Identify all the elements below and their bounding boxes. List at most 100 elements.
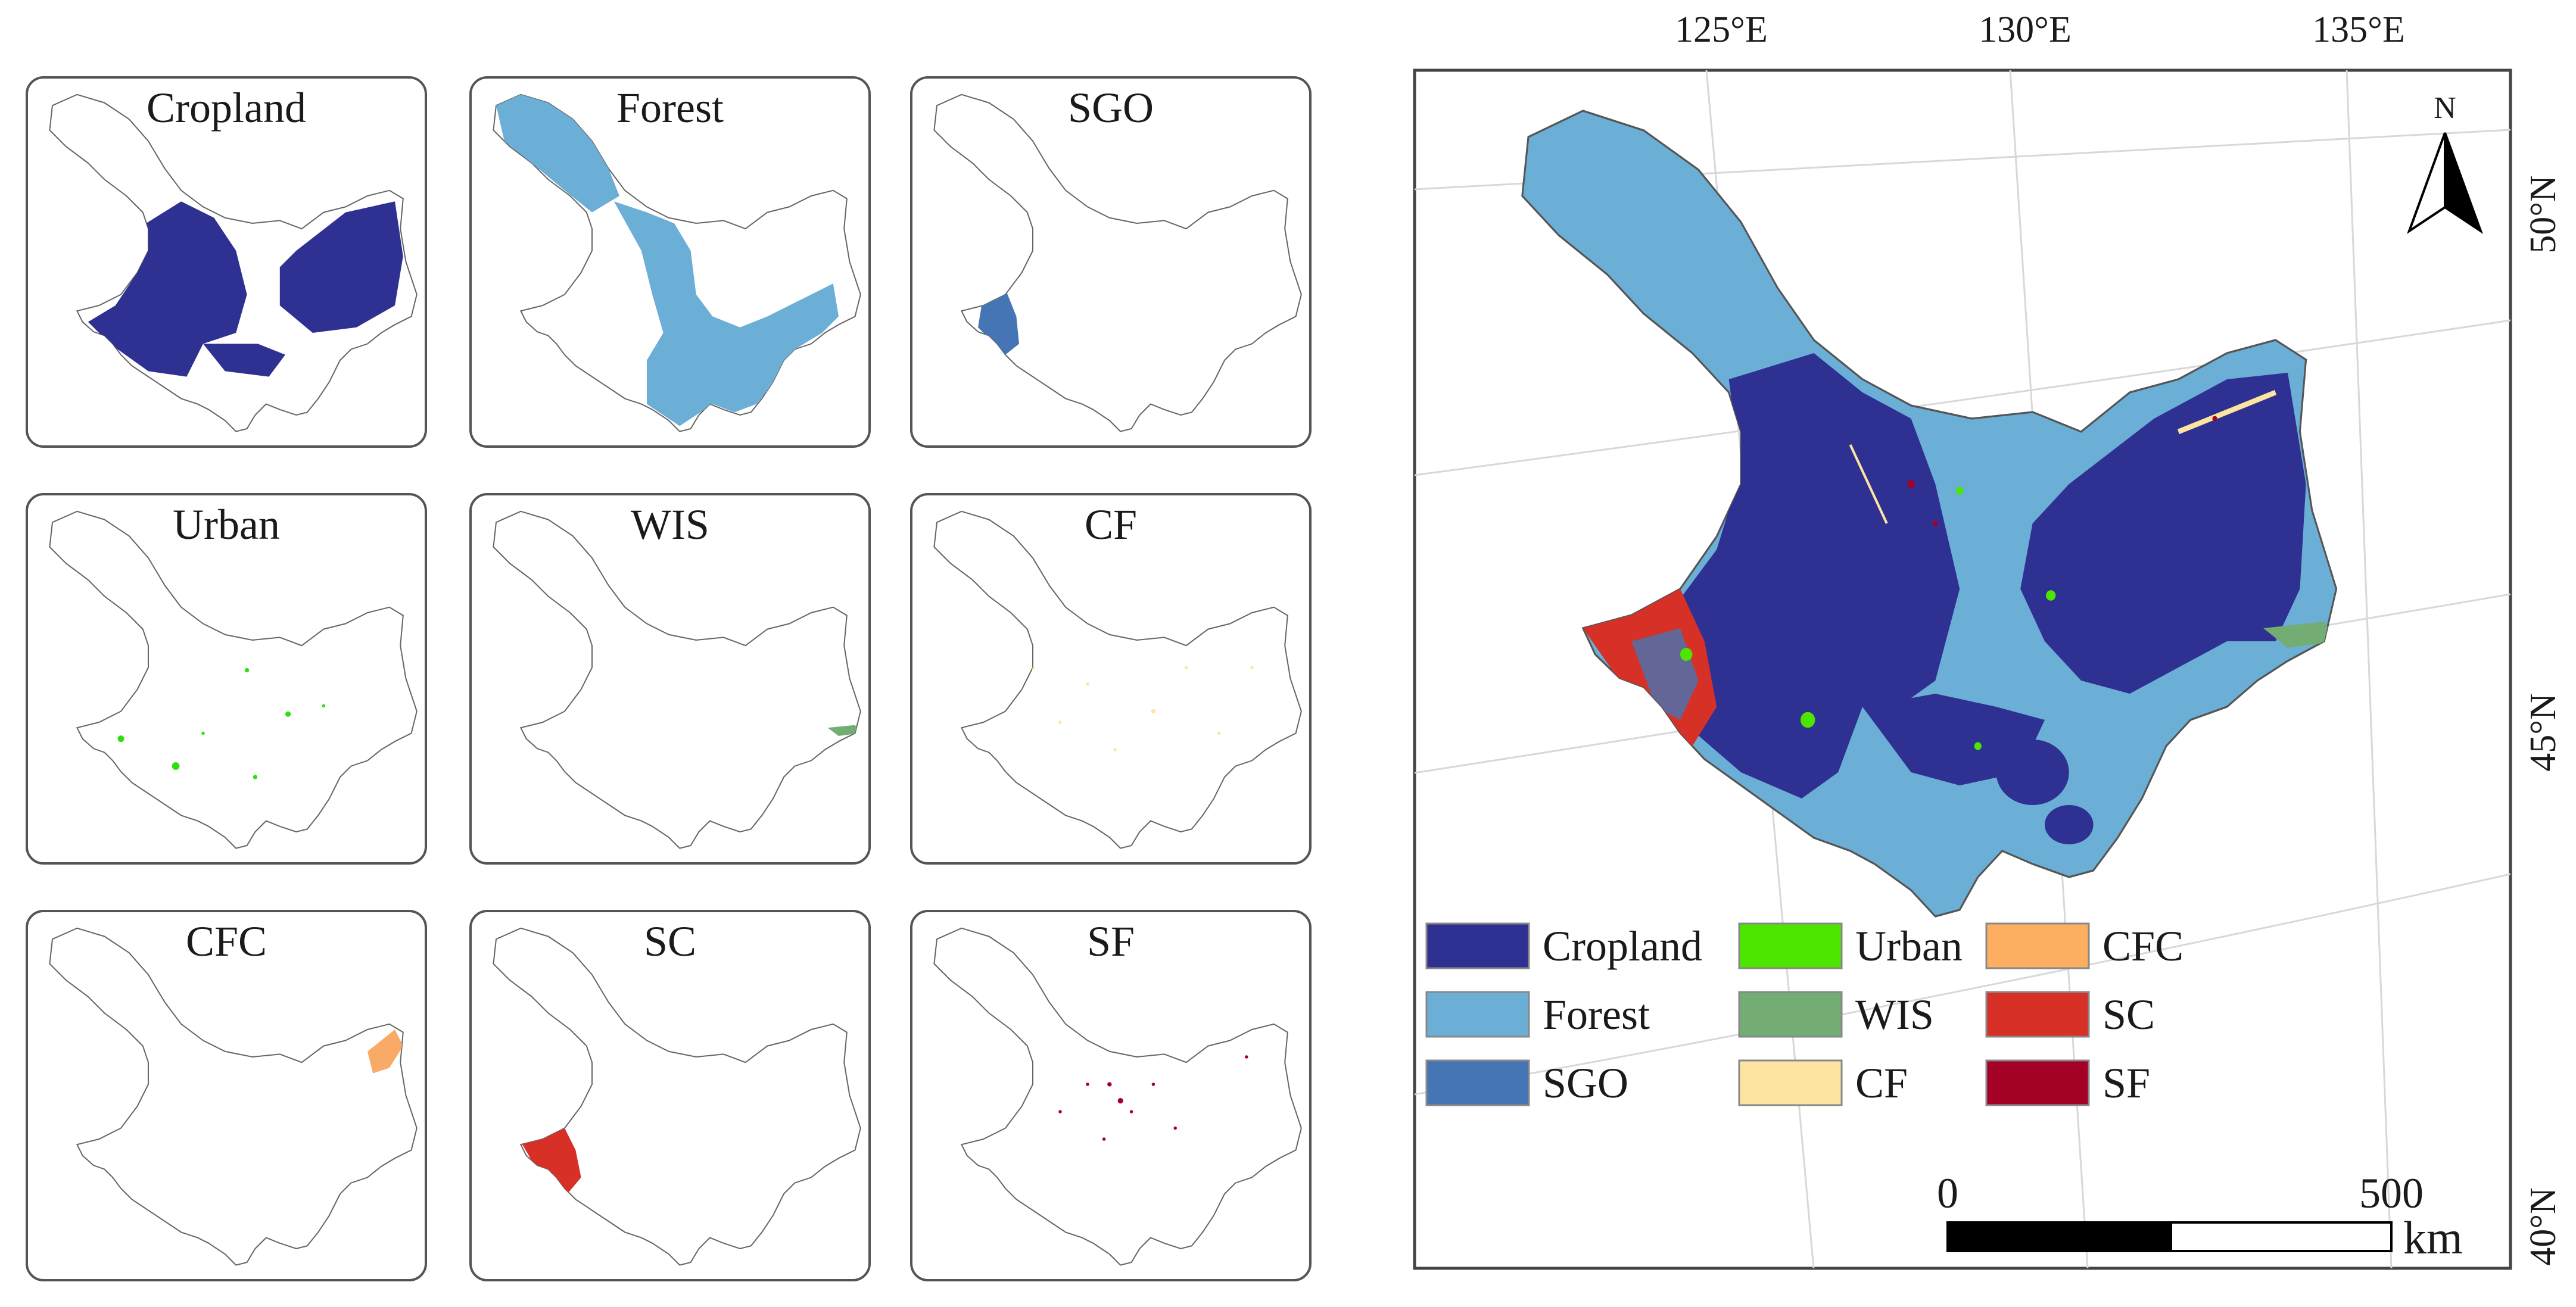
legend-item-sf: SF bbox=[1985, 1059, 2150, 1107]
land-cover-patch bbox=[279, 201, 403, 333]
land-cover-speck bbox=[1086, 682, 1089, 686]
legend-label: Cropland bbox=[1543, 922, 1702, 970]
small-maps-grid: Cropland Forest SGO Urban WIS CF CFC SC SF bbox=[26, 76, 1312, 1281]
land-cover-speck bbox=[172, 762, 180, 771]
land-cover-patch bbox=[978, 289, 1019, 355]
legend-item-wis: WIS bbox=[1738, 991, 1934, 1038]
legend-item-cfc: CFC bbox=[1985, 922, 2183, 970]
small-map-sgo: SGO bbox=[910, 76, 1312, 448]
legend-swatch bbox=[1738, 922, 1843, 969]
small-map-region bbox=[933, 510, 1302, 849]
small-map-forest: Forest bbox=[469, 76, 871, 448]
legend-swatch bbox=[1985, 991, 2090, 1038]
scale-bar: 0 500 km bbox=[1937, 1169, 2463, 1264]
legend-swatch bbox=[1985, 922, 2090, 969]
legend-item-sc: SC bbox=[1985, 991, 2155, 1038]
legend-item-urban: Urban bbox=[1738, 922, 1963, 970]
lat-label-50: 50°N bbox=[2523, 175, 2563, 254]
north-arrow: N bbox=[2407, 91, 2483, 235]
legend-label: SC bbox=[2102, 991, 2155, 1038]
land-cover-patch bbox=[88, 201, 247, 377]
land-cover-speck bbox=[244, 667, 250, 673]
land-cover-speck bbox=[1102, 1137, 1106, 1141]
land-cover-speck bbox=[1217, 731, 1221, 735]
small-map-title: Urban bbox=[173, 501, 280, 548]
legend-label: WIS bbox=[1855, 991, 1934, 1038]
small-map-title: WIS bbox=[631, 501, 709, 548]
small-map-cfc: CFC bbox=[26, 910, 427, 1281]
land-cover-speck bbox=[1113, 748, 1117, 751]
legend-label: Urban bbox=[1855, 922, 1963, 970]
scale-unit-label: km bbox=[2403, 1212, 2463, 1264]
lon-label-125: 125°E bbox=[1675, 10, 1768, 50]
small-map-sf: SF bbox=[910, 910, 1312, 1281]
lon-label-135: 135°E bbox=[2312, 10, 2405, 50]
legend-label: SF bbox=[2102, 1059, 2150, 1107]
land-cover-speck bbox=[1117, 1098, 1123, 1104]
land-cover-speck bbox=[253, 775, 258, 779]
land-cover-speck bbox=[1058, 720, 1062, 724]
legend: Cropland Forest SGO Urban WIS CF CFC SC SF bbox=[1425, 922, 2183, 1107]
land-cover-patch bbox=[203, 344, 285, 377]
land-cover-speck bbox=[1184, 666, 1188, 669]
small-map-title: CF bbox=[1085, 501, 1137, 548]
small-map-title: SGO bbox=[1068, 84, 1154, 132]
legend-label: CF bbox=[1855, 1059, 1908, 1107]
land-cover-speck bbox=[1151, 709, 1156, 714]
legend-swatch bbox=[1425, 922, 1530, 969]
small-map-region bbox=[49, 93, 418, 432]
small-map-region bbox=[493, 510, 861, 849]
legend-item-forest: Forest bbox=[1425, 991, 1650, 1038]
land-cover-speck bbox=[1058, 1110, 1062, 1113]
lat-label-40: 40°N bbox=[2523, 1187, 2563, 1266]
legend-label: Forest bbox=[1543, 991, 1650, 1038]
land-cover-patch bbox=[521, 1128, 581, 1194]
legend-item-cropland: Cropland bbox=[1425, 922, 1702, 970]
legend-item-sgo: SGO bbox=[1425, 1059, 1628, 1107]
land-cover-patch bbox=[827, 725, 859, 736]
legend-label: SGO bbox=[1543, 1059, 1628, 1107]
main-map-region bbox=[1521, 110, 2338, 918]
land-cover-speck bbox=[285, 711, 291, 717]
land-cover-speck bbox=[1086, 1083, 1089, 1086]
land-cover-speck bbox=[117, 735, 124, 743]
small-map-region bbox=[493, 927, 861, 1266]
small-map-title: SC bbox=[644, 918, 696, 965]
small-map-cf: CF bbox=[910, 493, 1312, 865]
small-map-title: Cropland bbox=[147, 84, 306, 132]
small-map-urban: Urban bbox=[26, 493, 427, 865]
land-cover-speck bbox=[1245, 1055, 1248, 1059]
small-map-cropland: Cropland bbox=[26, 76, 427, 448]
small-map-title: SF bbox=[1087, 918, 1135, 965]
legend-swatch bbox=[1738, 1059, 1843, 1106]
land-cover-patch bbox=[496, 94, 619, 213]
small-map-region bbox=[933, 93, 1302, 432]
legend-swatch bbox=[1425, 991, 1530, 1038]
legend-swatch bbox=[1425, 1059, 1530, 1106]
land-cover-speck bbox=[1250, 666, 1254, 669]
scale-end-label: 500 bbox=[2359, 1169, 2424, 1217]
legend-swatch bbox=[1985, 1059, 2090, 1106]
land-cover-patch bbox=[367, 1030, 403, 1074]
land-cover-speck bbox=[1129, 1110, 1133, 1113]
legend-swatch bbox=[1738, 991, 1843, 1038]
small-map-title: CFC bbox=[186, 918, 267, 965]
legend-label: CFC bbox=[2102, 922, 2183, 970]
north-label: N bbox=[2434, 91, 2456, 125]
scale-start-label: 0 bbox=[1937, 1169, 1958, 1217]
lon-label-130: 130°E bbox=[1979, 10, 2072, 50]
legend-item-cf: CF bbox=[1738, 1059, 1908, 1107]
small-map-title: Forest bbox=[616, 84, 724, 132]
land-cover-speck bbox=[1107, 1082, 1112, 1087]
small-map-sc: SC bbox=[469, 910, 871, 1281]
land-cover-speck bbox=[201, 731, 205, 735]
land-cover-speck bbox=[1151, 1083, 1155, 1086]
lat-label-45: 45°N bbox=[2523, 693, 2563, 772]
land-cover-speck bbox=[322, 704, 326, 708]
small-map-wis: WIS bbox=[469, 493, 871, 865]
small-map-region bbox=[49, 510, 418, 849]
land-cover-speck bbox=[1173, 1126, 1177, 1130]
small-map-region bbox=[933, 927, 1302, 1266]
small-map-region bbox=[49, 927, 418, 1266]
